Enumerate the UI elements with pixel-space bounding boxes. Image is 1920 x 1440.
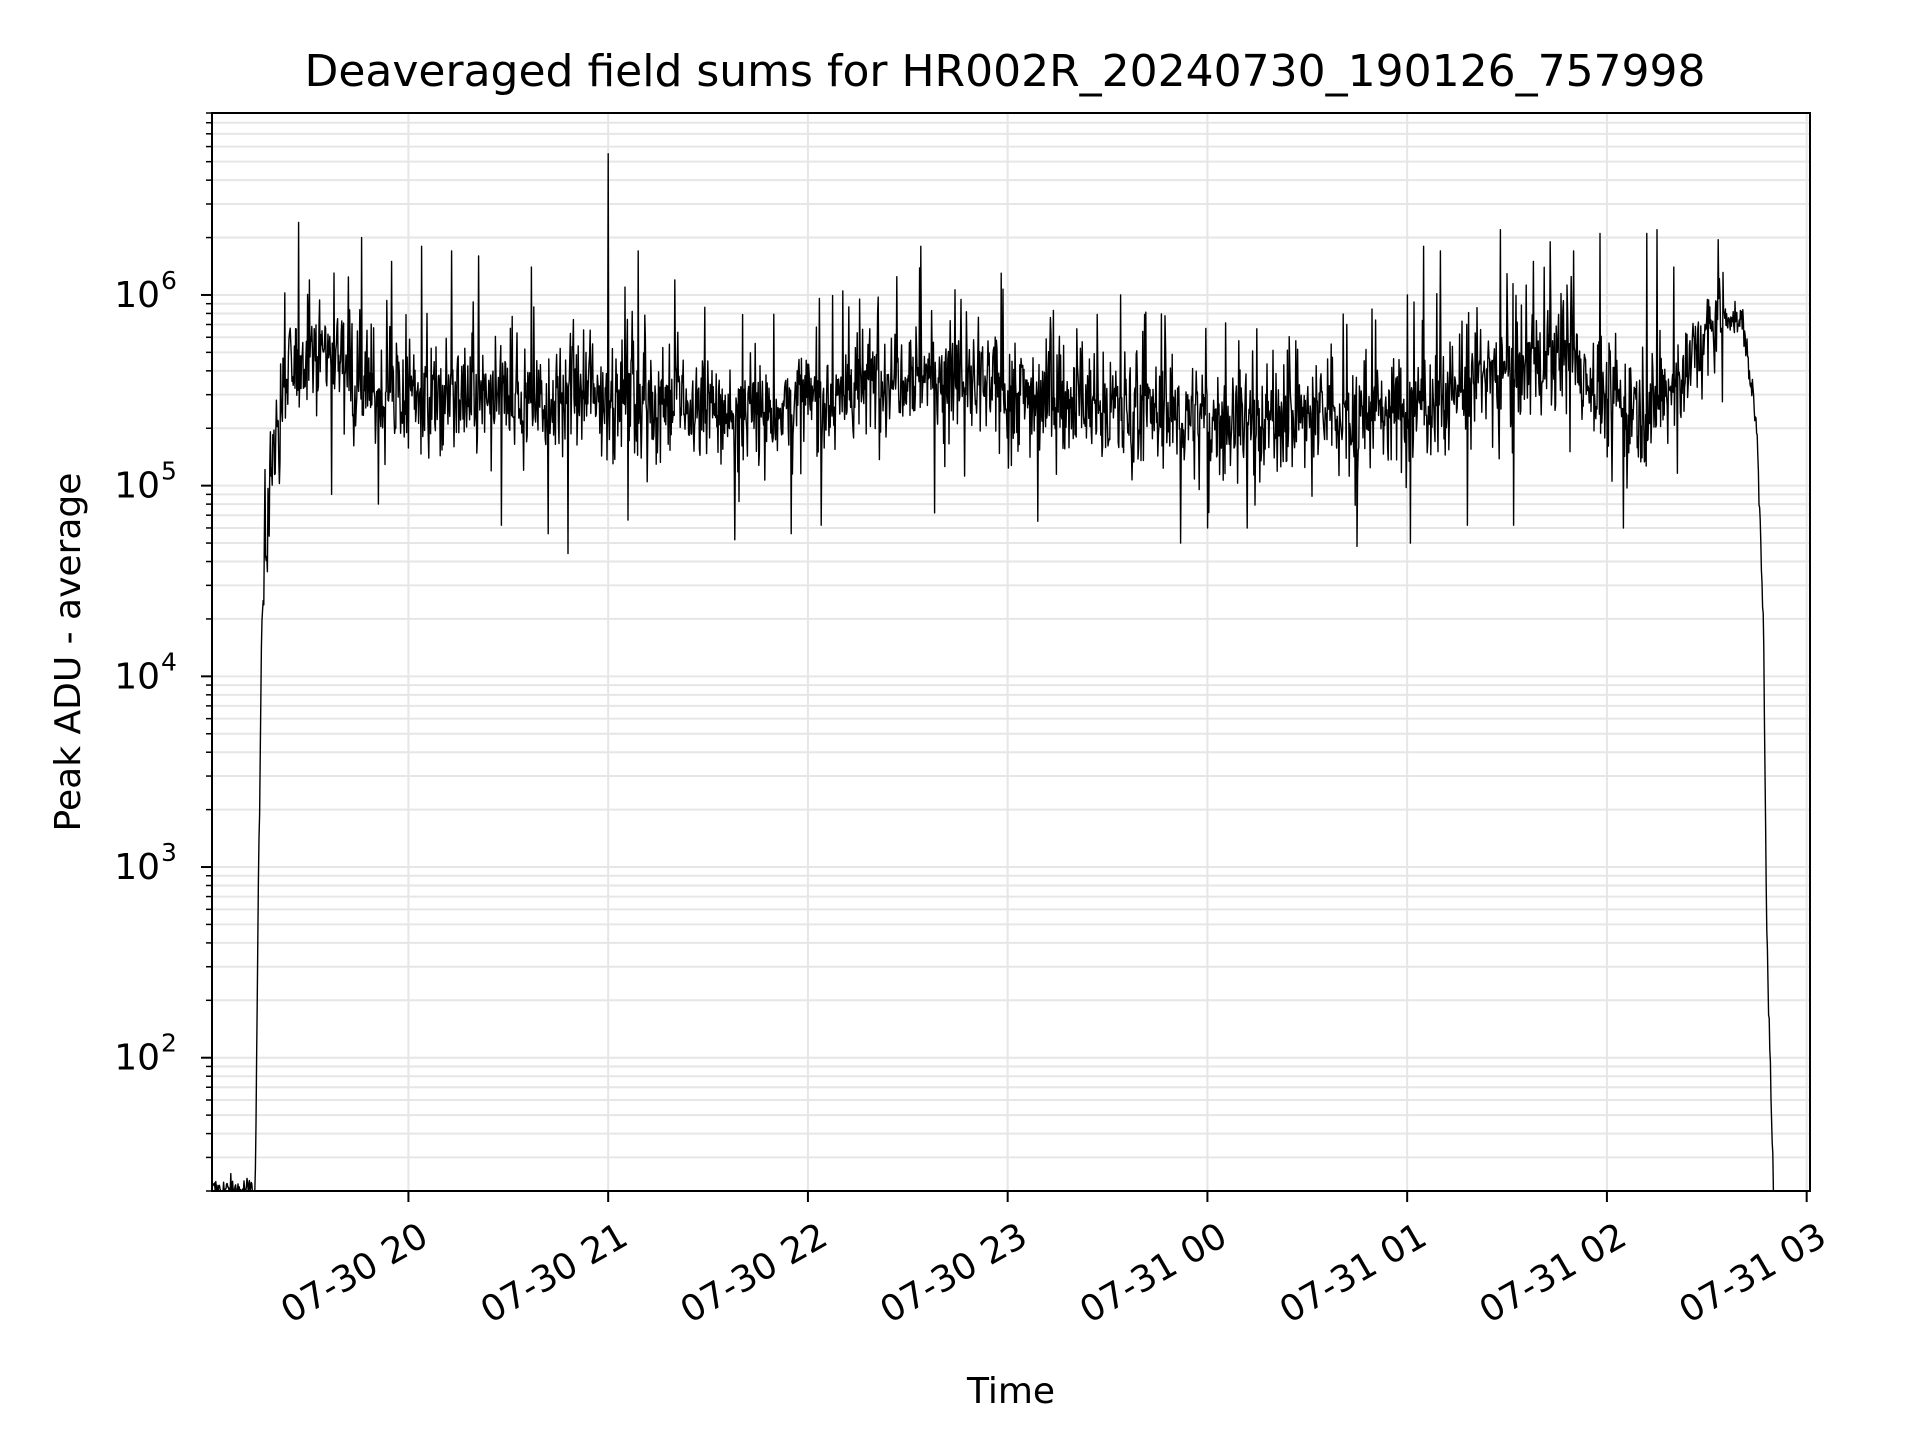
plot-area	[212, 153, 1775, 1191]
x-tick-label: 07-31 01	[1273, 1215, 1434, 1331]
y-tick-exponent: 6	[161, 266, 177, 295]
y-tick-base: 10	[114, 656, 160, 697]
x-axis-label: Time	[966, 1371, 1055, 1412]
y-tick-base: 10	[114, 847, 160, 888]
y-tick-label: 10	[114, 1038, 160, 1079]
y-tick-label: 10	[114, 656, 160, 697]
plot-frame	[211, 112, 1811, 1192]
y-tick-exponent: 5	[161, 457, 177, 486]
y-tick-base: 10	[114, 466, 160, 507]
x-tick-label: 07-31 03	[1672, 1215, 1833, 1331]
y-tick-exponent: 2	[161, 1029, 177, 1058]
x-tick-label: 07-30 22	[674, 1215, 835, 1331]
series-line	[212, 153, 1775, 1191]
x-tick-label: 07-31 02	[1473, 1215, 1634, 1331]
x-axis-ticks: 07-30 20 07-30 21 07-30 22 07-30 23 07-31 00…	[274, 1191, 1833, 1332]
y-tick-label: 10	[114, 466, 160, 507]
y-axis-label: Peak ADU - average	[48, 473, 89, 832]
x-tick-label: 07-30 23	[873, 1215, 1034, 1331]
y-tick-exponent: 3	[161, 838, 177, 867]
y-tick-label: 10	[114, 275, 160, 316]
y-tick-label: 10	[114, 847, 160, 888]
y-tick-exponent: 4	[161, 647, 177, 676]
y-tick-base: 10	[114, 1038, 160, 1079]
x-tick-label: 07-30 20	[274, 1215, 435, 1331]
y-tick-base: 10	[114, 275, 160, 316]
x-tick-label: 07-30 21	[474, 1215, 635, 1331]
x-tick-label: 07-31 00	[1073, 1215, 1234, 1331]
chart-title: Deaveraged field sums for HR002R_2024073…	[304, 46, 1705, 97]
